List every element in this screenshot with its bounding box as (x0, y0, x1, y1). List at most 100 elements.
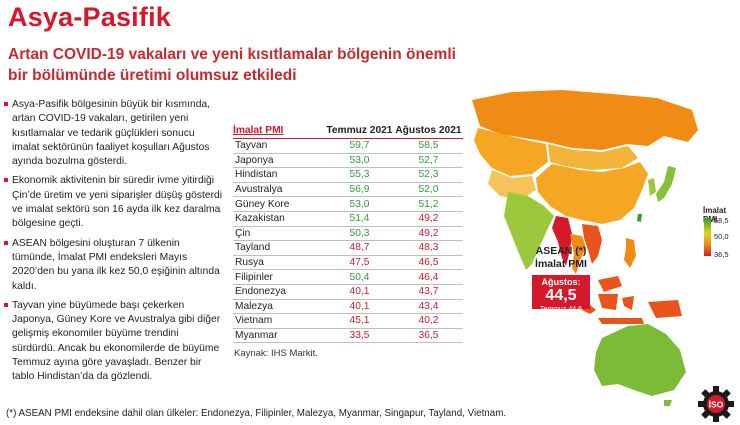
asean-label: ASEAN (*) İmalat PMI (535, 245, 587, 270)
page-subtitle: Artan COVID-19 vakaları ve yeni kısıtlam… (8, 46, 456, 84)
bullet-text: Ekonomik aktivitenin bir süredir ivme yi… (12, 175, 223, 230)
july-value-cell: 50,3 (325, 226, 394, 242)
country-cell: Çin (233, 226, 325, 242)
column-header-july: Temmuz 2021 (325, 123, 394, 139)
china-shape (536, 162, 648, 224)
country-cell: Güney Kore (233, 196, 325, 212)
table-row: Hindistan 55,3 52,3 (233, 167, 463, 183)
bullet-text: Asya-Pasifik bölgesinin büyük bir kısmın… (12, 99, 211, 168)
legend-mid: 50,0 (714, 232, 729, 241)
july-value-cell: 47,5 (325, 255, 394, 271)
asean-value-box: Ağustos: 44,5 Temmuz 44,6 (532, 275, 590, 313)
country-cell: Rusya (233, 255, 325, 271)
august-value-cell: 49,2 (393, 226, 463, 242)
iso-gear-logo: İSO (698, 386, 734, 422)
country-cell: Tayvan (233, 138, 325, 154)
july-value-cell: 48,7 (325, 240, 394, 256)
country-cell: Myanmar (233, 328, 325, 344)
column-header-country: İmalat PMI (233, 123, 325, 139)
taiwan-shape (637, 214, 642, 222)
philippines-shape (624, 238, 636, 268)
july-value-cell: 33,5 (325, 328, 394, 344)
indonesia-shape (570, 294, 682, 324)
legend-low: 36,5 (714, 250, 729, 259)
bullet-item: Ekonomik aktivitenin bir süredir ivme yi… (4, 174, 224, 231)
japan-shape (656, 166, 676, 202)
asean-value: 44,5 (545, 287, 577, 304)
july-value-cell: 55,3 (325, 167, 394, 183)
august-value-cell: 46,4 (393, 269, 463, 285)
bullet-item: Asya-Pasifik bölgesinin büyük bir kısmın… (4, 98, 224, 169)
footnote: (*) ASEAN PMI endeksine dahil olan ülkel… (6, 408, 507, 419)
table-row: Güney Kore 53,0 51,2 (233, 196, 463, 212)
july-value-cell: 56,9 (325, 182, 394, 198)
july-value-cell: 53,0 (325, 153, 394, 169)
mongolia-shape (548, 144, 638, 170)
vietnam-shape (582, 224, 602, 264)
july-value-cell: 53,0 (325, 196, 394, 212)
bullet-square-icon (4, 302, 8, 307)
bullet-item: Tayvan yine büyümede başı çekerken Japon… (4, 299, 224, 385)
august-value-cell: 49,2 (393, 211, 463, 227)
july-value-cell: 59,7 (325, 138, 394, 154)
july-value-cell: 50,4 (325, 269, 394, 285)
country-cell: Japonya (233, 153, 325, 169)
table-row: Rusya 47,5 46,5 (233, 255, 463, 271)
legend-high: 58,5 (714, 216, 729, 225)
table-row: Japonya 53,0 52,7 (233, 153, 463, 169)
august-value-cell: 52,7 (393, 153, 463, 169)
tasmania-shape (664, 400, 672, 406)
bullet-item: ASEAN bölgesini oluşturan 7 ülkenin tümü… (4, 237, 224, 294)
country-cell: Tayland (233, 240, 325, 256)
august-value-cell: 48,3 (393, 240, 463, 256)
august-value-cell: 43,4 (393, 299, 463, 315)
country-cell: Endonezya (233, 284, 325, 300)
august-value-cell: 51,2 (393, 196, 463, 212)
bullet-text: Tayvan yine büyümede başı çekerken Japon… (12, 299, 221, 383)
table-row: Tayvan 59,7 58,5 (233, 138, 463, 154)
country-cell: Kazakistan (233, 211, 325, 227)
july-value-cell: 45,1 (325, 313, 394, 329)
country-cell: Hindistan (233, 167, 325, 183)
july-value-cell: 40,1 (325, 299, 394, 315)
table-body: Tayvan 59,7 58,5 Japonya 53,0 52,7 Hindistan 55… (233, 138, 463, 344)
pmi-table: İmalat PMI Temmuz 2021 Ağustos 2021 Tayv… (233, 123, 463, 344)
legend-color-scale (704, 218, 711, 256)
india-shape (504, 192, 554, 270)
central-asia-shape (488, 170, 536, 200)
thailand-shape (570, 234, 586, 274)
kazakhstan-shape (474, 128, 548, 176)
table-row: Çin 50,3 49,2 (233, 226, 463, 242)
july-value-cell: 40,1 (325, 284, 394, 300)
asia-pacific-map (472, 90, 698, 406)
south-korea-shape (648, 178, 656, 196)
bullet-text: ASEAN bölgesini oluşturan 7 ülkenin tümü… (12, 237, 220, 292)
bullet-square-icon (4, 240, 8, 245)
july-value-cell: 51,4 (325, 211, 394, 227)
column-header-august: Ağustos 2021 (393, 123, 463, 139)
australia-shape (594, 324, 686, 396)
table-header-row: İmalat PMI Temmuz 2021 Ağustos 2021 (233, 123, 463, 139)
table-row: Myanmar 33,5 36,5 (233, 328, 463, 344)
table-row: Malezya 40,1 43,4 (233, 299, 463, 315)
table-row: Tayland 48,7 48,3 (233, 240, 463, 256)
august-value-cell: 43,7 (393, 284, 463, 300)
august-value-cell: 36,5 (393, 328, 463, 344)
table-row: Filipinler 50,4 46,4 (233, 269, 463, 285)
country-cell: Vietnam (233, 313, 325, 329)
august-value-cell: 46,5 (393, 255, 463, 271)
asean-previous: Temmuz 44,6 (539, 306, 583, 313)
logo-text: İSO (709, 400, 724, 410)
bullet-list: Asya-Pasifik bölgesinin büyük bir kısmın… (4, 98, 224, 390)
country-cell: Filipinler (233, 269, 325, 285)
august-value-cell: 40,2 (393, 313, 463, 329)
country-cell: Malezya (233, 299, 325, 315)
table-row: Avustralya 56,9 52,0 (233, 182, 463, 198)
russia-shape (472, 90, 698, 150)
bullet-square-icon (4, 178, 8, 183)
table-row: Kazakistan 51,4 49,2 (233, 211, 463, 227)
source-note: Kaynak: IHS Markit. (234, 348, 318, 359)
table-row: Vietnam 45,1 40,2 (233, 313, 463, 329)
asean-month: Ağustos: (541, 277, 581, 287)
august-value-cell: 58,5 (393, 138, 463, 154)
